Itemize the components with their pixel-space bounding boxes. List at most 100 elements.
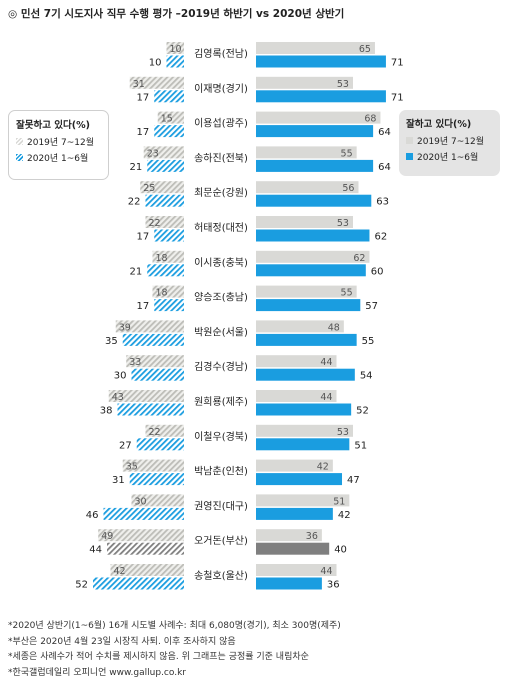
category-label: 권영진(대구) — [194, 500, 248, 512]
label-approve-2019: 51 — [333, 496, 345, 507]
label-approve-2020: 60 — [371, 266, 384, 277]
bar-disapprove-2020 — [122, 333, 184, 346]
label-disapprove-2019: 33 — [129, 357, 141, 368]
label-approve-2020: 62 — [374, 232, 387, 243]
gray-swatch-icon — [406, 137, 413, 144]
category-label: 김경수(경남) — [194, 360, 248, 373]
bar-disapprove-2020 — [129, 473, 184, 486]
label-disapprove-2019: 42 — [114, 566, 126, 577]
label-disapprove-2019: 35 — [126, 462, 138, 473]
label-disapprove-2019: 18 — [156, 253, 168, 264]
label-approve-2020: 57 — [365, 301, 378, 312]
label-disapprove-2020: 22 — [128, 197, 141, 208]
bar-approve-2020 — [256, 229, 370, 242]
bar-approve-2019 — [256, 76, 353, 89]
legend-approve-2020-label: 2020년 1~6월 — [417, 153, 479, 163]
legend-approve-title: 잘하고 있다(%) — [406, 119, 472, 130]
bar-approve-2020 — [256, 55, 386, 68]
footnotes: *2020년 상반기(1~6월) 16개 시도별 사례수: 최대 6,080명(… — [8, 619, 341, 681]
bar-approve-2019 — [256, 111, 381, 124]
legend-approve: 잘하고 있다(%) 2019년 7~12월 2020년 1~6월 — [399, 110, 500, 176]
bar-approve-2020 — [256, 194, 372, 207]
label-approve-2019: 44 — [320, 357, 332, 368]
bar-disapprove-2020 — [147, 264, 184, 277]
label-disapprove-2020: 52 — [75, 580, 88, 591]
bar-disapprove-2019 — [131, 494, 184, 507]
legend-disapprove-title: 잘못하고 있다(%) — [16, 120, 90, 131]
bar-disapprove-2019 — [157, 111, 184, 124]
bar-approve-2019 — [256, 320, 344, 333]
label-disapprove-2020: 31 — [112, 475, 125, 486]
bar-approve-2020 — [256, 542, 330, 555]
label-approve-2020: 40 — [334, 545, 347, 556]
label-approve-2020: 71 — [391, 92, 404, 103]
label-approve-2019: 53 — [337, 427, 349, 438]
bar-disapprove-2020 — [136, 438, 184, 451]
label-disapprove-2020: 27 — [119, 440, 132, 451]
category-label: 이재명(경기) — [194, 82, 248, 95]
bar-approve-2020 — [256, 90, 386, 103]
category-label: 허태정(대전) — [194, 222, 248, 234]
label-approve-2019: 62 — [353, 253, 365, 264]
label-disapprove-2020: 35 — [105, 336, 118, 347]
label-approve-2019: 48 — [328, 322, 340, 333]
legend-disapprove-2019-label: 2019년 7~12월 — [27, 138, 95, 148]
bar-disapprove-2020 — [117, 403, 184, 416]
bar-disapprove-2019 — [145, 216, 184, 228]
label-approve-2019: 36 — [306, 531, 318, 542]
label-approve-2020: 54 — [360, 371, 373, 382]
category-label: 이용섭(광주) — [194, 118, 248, 130]
legend-approve-item-2019: 2019년 7~12월 — [406, 134, 493, 147]
bar-approve-2019 — [256, 285, 357, 298]
bar-disapprove-2019 — [145, 424, 184, 437]
legend-disapprove-item-2020: 2020년 1~6월 — [16, 151, 101, 164]
bar-approve-2020 — [256, 264, 366, 277]
category-label: 이시종(충북) — [194, 257, 248, 269]
label-approve-2020: 55 — [362, 336, 375, 347]
bar-disapprove-2019 — [108, 390, 184, 402]
bar-approve-2019 — [256, 459, 333, 472]
label-disapprove-2020: 17 — [137, 127, 150, 138]
bar-disapprove-2020 — [147, 159, 184, 172]
label-approve-2019: 55 — [341, 148, 353, 159]
label-approve-2019: 44 — [320, 392, 332, 403]
bar-disapprove-2019 — [126, 355, 184, 368]
bar-approve-2020 — [256, 368, 355, 381]
footnote: *2020년 상반기(1~6월) 16개 시도별 사례수: 최대 6,080명(… — [8, 621, 341, 631]
bar-disapprove-2019 — [122, 459, 184, 472]
bar-approve-2020 — [256, 473, 343, 486]
bar-approve-2020 — [256, 403, 352, 416]
bar-disapprove-2019 — [140, 181, 184, 194]
category-label: 박원순(서울) — [194, 326, 248, 338]
label-disapprove-2019: 23 — [147, 148, 159, 159]
label-disapprove-2020: 38 — [100, 406, 113, 417]
bar-approve-2019 — [256, 355, 337, 368]
bar-disapprove-2019 — [110, 564, 184, 576]
bar-disapprove-2020 — [154, 229, 184, 242]
category-label: 김영록(전남) — [194, 48, 248, 60]
label-disapprove-2019: 22 — [149, 427, 161, 438]
category-label: 양승조(충남) — [194, 292, 248, 304]
label-disapprove-2019: 15 — [161, 114, 173, 125]
label-approve-2020: 47 — [347, 475, 360, 486]
bar-disapprove-2019 — [115, 320, 184, 333]
label-approve-2019: 55 — [341, 288, 353, 299]
bar-disapprove-2020 — [166, 55, 184, 68]
label-disapprove-2019: 49 — [101, 531, 113, 542]
label-approve-2020: 52 — [356, 406, 369, 417]
bar-disapprove-2019 — [98, 529, 184, 542]
bar-disapprove-2019 — [152, 250, 184, 263]
bar-disapprove-2019 — [166, 42, 184, 54]
bar-disapprove-2020 — [154, 90, 184, 103]
footnote: *한국갤럽데일리 오피니언 www.gallup.co.kr — [8, 667, 186, 678]
label-approve-2020: 71 — [391, 58, 404, 69]
bar-approve-2019 — [256, 390, 337, 402]
label-disapprove-2020: 17 — [137, 301, 150, 312]
label-approve-2019: 53 — [337, 79, 349, 90]
label-disapprove-2020: 44 — [89, 545, 102, 556]
label-approve-2019: 53 — [337, 218, 349, 229]
bar-approve-2019 — [256, 424, 353, 437]
category-label: 원희룡(제주) — [194, 396, 248, 408]
label-disapprove-2019: 31 — [133, 79, 145, 90]
bar-approve-2019 — [256, 529, 322, 542]
